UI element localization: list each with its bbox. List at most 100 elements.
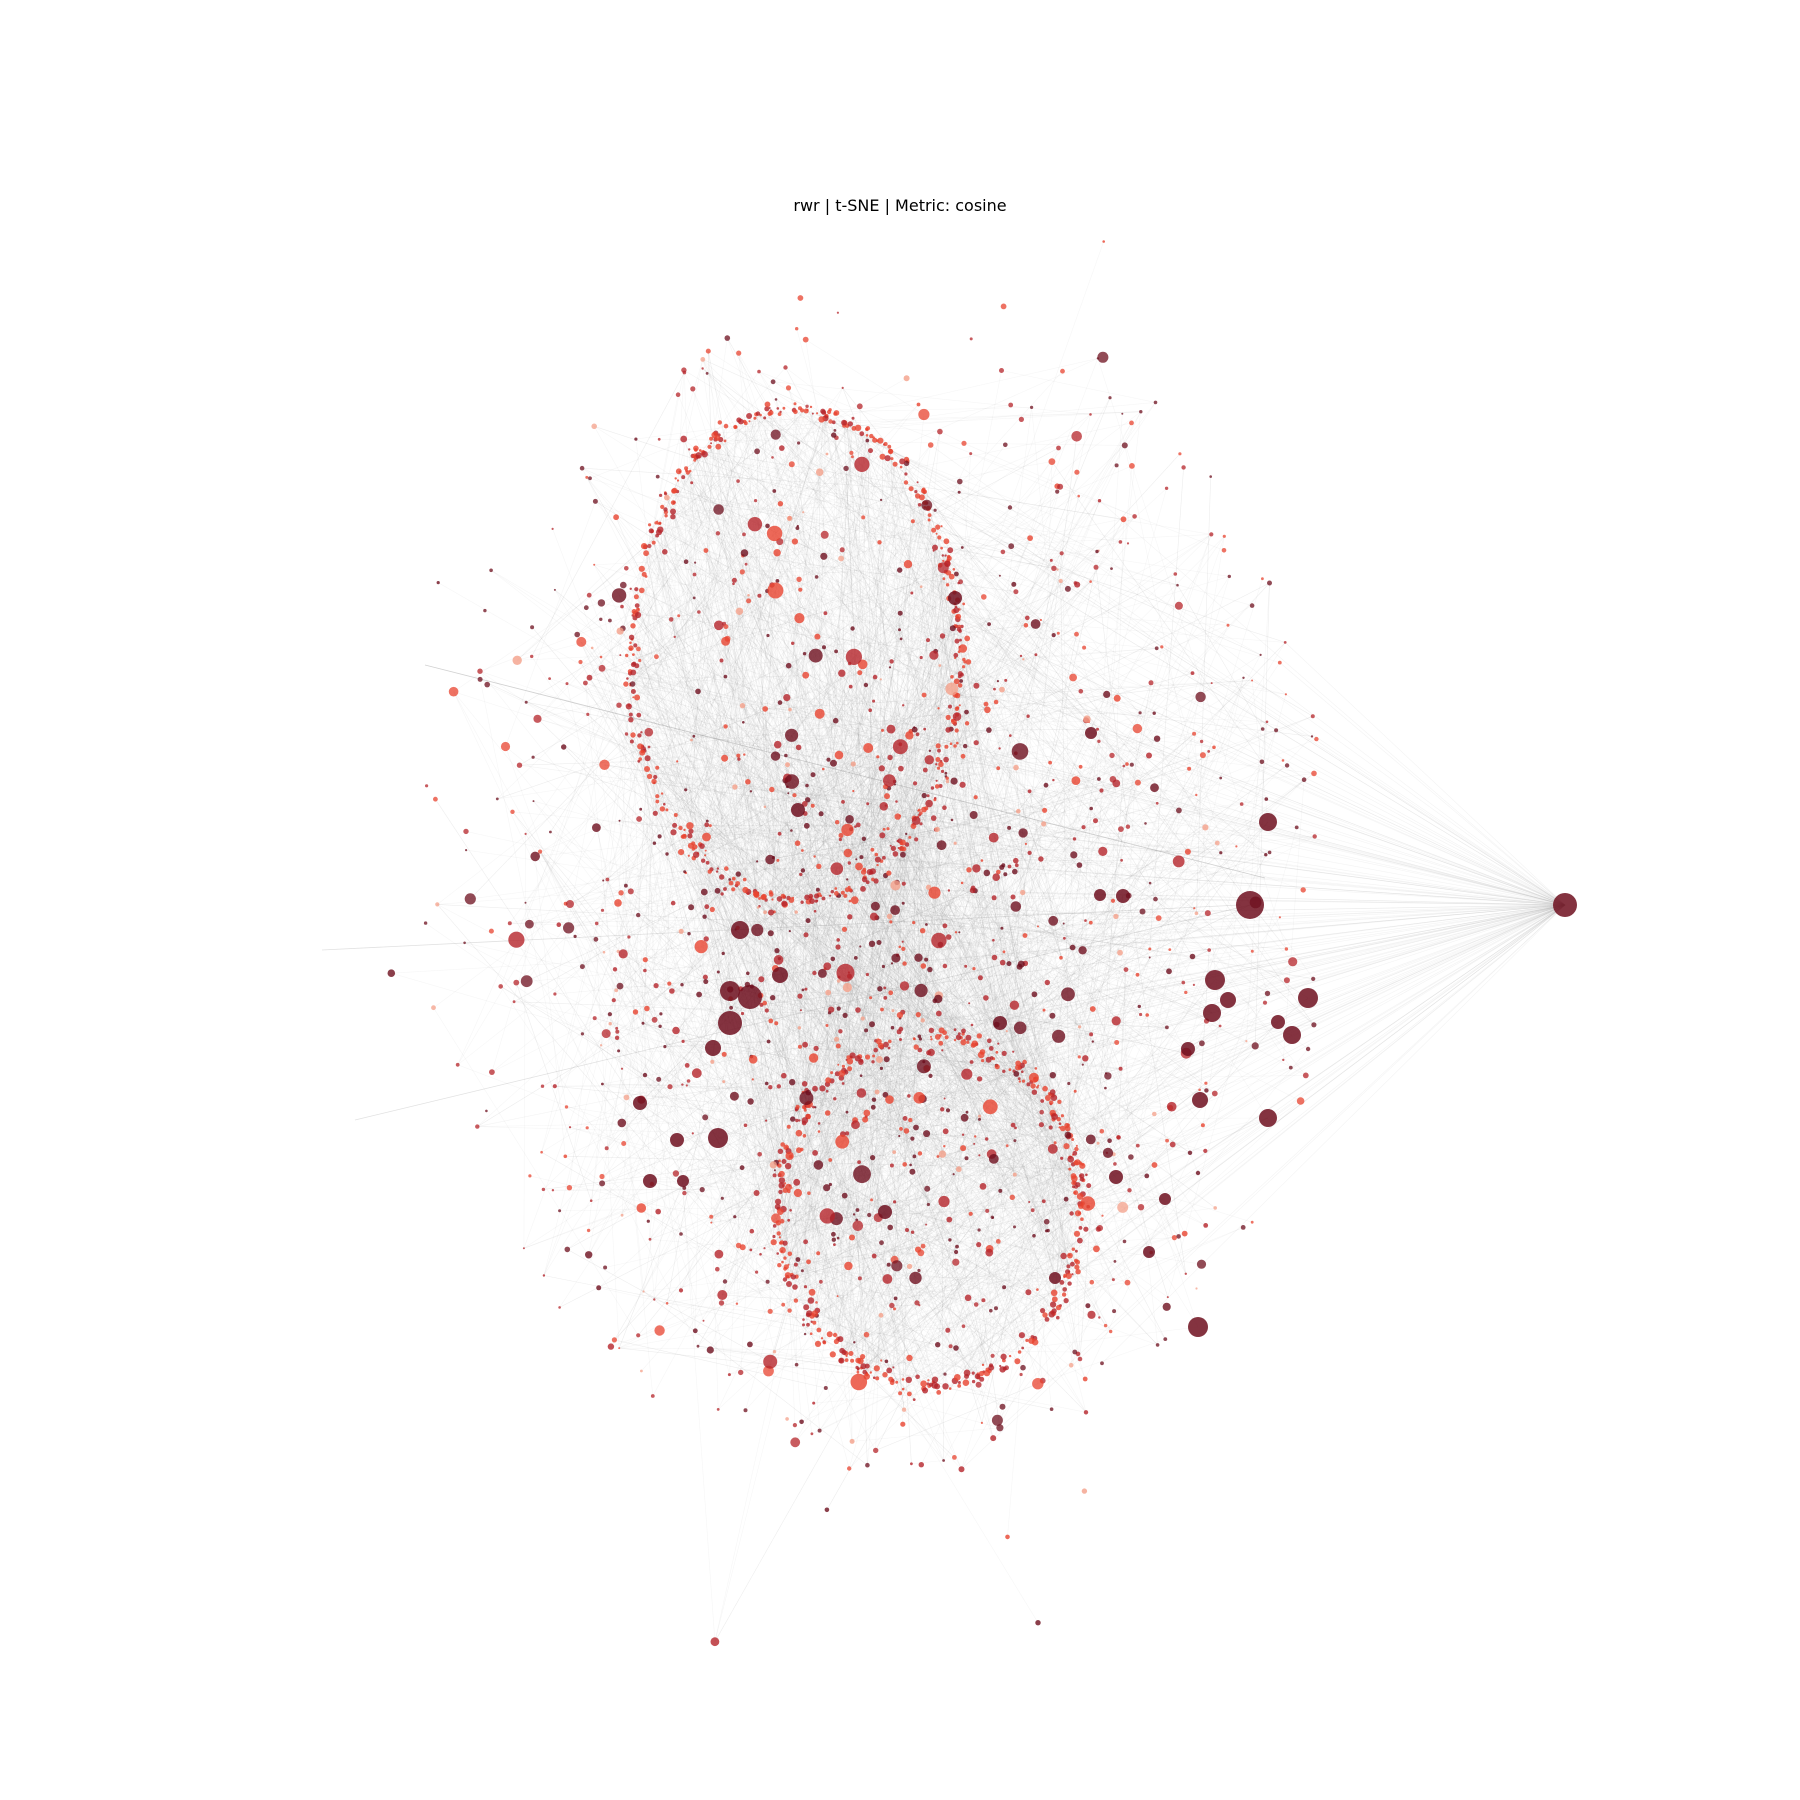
core-node	[720, 892, 724, 896]
periphery-node	[1282, 1058, 1285, 1062]
periphery-node	[618, 1347, 621, 1350]
periphery-node	[943, 1372, 947, 1376]
periphery-node	[1120, 858, 1123, 862]
periphery-node	[1235, 845, 1238, 848]
edge	[900, 612, 1179, 862]
edge	[804, 418, 854, 1111]
core-node	[841, 1064, 846, 1068]
edge	[1211, 682, 1286, 695]
core-node	[998, 747, 1001, 750]
periphery-node	[1195, 793, 1198, 797]
core-node	[436, 581, 440, 585]
edge	[516, 982, 592, 1201]
edge	[717, 1037, 959, 1139]
core-node	[1096, 1141, 1100, 1145]
edge	[823, 647, 859, 1011]
edge	[1003, 865, 1047, 1231]
core-node	[1032, 1234, 1036, 1238]
core-node	[687, 932, 691, 936]
periphery-node	[1056, 631, 1060, 635]
ring-node	[793, 402, 797, 406]
edge	[885, 1094, 1075, 1193]
ring-node	[1056, 1315, 1060, 1320]
periphery-node	[624, 732, 629, 736]
ring-node	[772, 1224, 777, 1228]
edge	[864, 521, 914, 878]
edge	[785, 780, 801, 1047]
edge	[998, 949, 1210, 1044]
periphery-node	[642, 1290, 645, 1293]
ring-node	[647, 745, 651, 749]
ring-node	[811, 412, 814, 415]
core-node	[925, 923, 928, 926]
periphery-node	[522, 1247, 525, 1250]
edge	[838, 939, 1036, 1080]
edge	[891, 814, 920, 1306]
periphery-node	[1284, 947, 1289, 951]
edge	[981, 1112, 1053, 1423]
edge-layer	[321, 241, 1566, 1642]
periphery-node	[558, 1306, 561, 1309]
edge	[1290, 904, 1566, 1068]
edge	[683, 438, 849, 854]
ring-node	[971, 1371, 975, 1375]
periphery-node	[485, 1109, 488, 1113]
core-node	[962, 602, 966, 606]
core-node	[889, 920, 893, 924]
edge	[771, 676, 961, 895]
ring-node	[632, 653, 635, 656]
edge	[519, 761, 639, 766]
edge	[843, 422, 865, 839]
core-node	[852, 789, 855, 793]
edge	[702, 368, 882, 501]
core-node	[993, 687, 996, 691]
edge	[614, 1339, 826, 1389]
core-node	[847, 861, 851, 865]
ring-node	[940, 525, 943, 528]
edge	[517, 535, 658, 661]
edge	[893, 848, 1221, 1027]
periphery-node	[1139, 1012, 1143, 1017]
edge	[697, 1345, 918, 1378]
core-node	[944, 771, 948, 775]
edge	[794, 1102, 1052, 1288]
ring-node	[942, 559, 945, 563]
periphery-node	[425, 784, 429, 788]
edge	[693, 590, 776, 737]
core-node	[634, 437, 638, 441]
periphery-node	[1176, 583, 1179, 587]
core-node	[1084, 919, 1087, 922]
periphery-node	[1250, 949, 1254, 953]
periphery-node	[524, 700, 528, 704]
periphery-node	[1097, 739, 1101, 743]
edge	[816, 603, 956, 1303]
edge	[689, 434, 715, 826]
plot-title: rwr | t-SNE | Metric: cosine	[793, 196, 1007, 215]
core-node	[902, 704, 905, 707]
periphery-node	[1118, 540, 1123, 544]
edge	[846, 879, 975, 1145]
periphery-node	[681, 1083, 684, 1086]
periphery-node	[553, 588, 556, 591]
core-node	[899, 637, 903, 641]
core-node	[981, 1059, 985, 1063]
edge	[782, 1198, 1166, 1222]
core-node	[1049, 558, 1053, 562]
core-node	[1091, 1040, 1095, 1043]
core-node	[1026, 714, 1030, 718]
core-node	[751, 1078, 754, 1081]
core-node	[912, 1398, 916, 1401]
ring-node	[648, 523, 652, 527]
edge	[1001, 370, 1156, 403]
periphery-node	[1239, 802, 1244, 806]
edge	[606, 1033, 1054, 1314]
core-node	[765, 1119, 768, 1122]
edge	[866, 1162, 1081, 1377]
edge	[1254, 582, 1270, 1046]
edge	[785, 579, 800, 756]
edge	[708, 351, 826, 969]
periphery-node	[653, 1298, 656, 1301]
edge	[805, 934, 901, 1040]
